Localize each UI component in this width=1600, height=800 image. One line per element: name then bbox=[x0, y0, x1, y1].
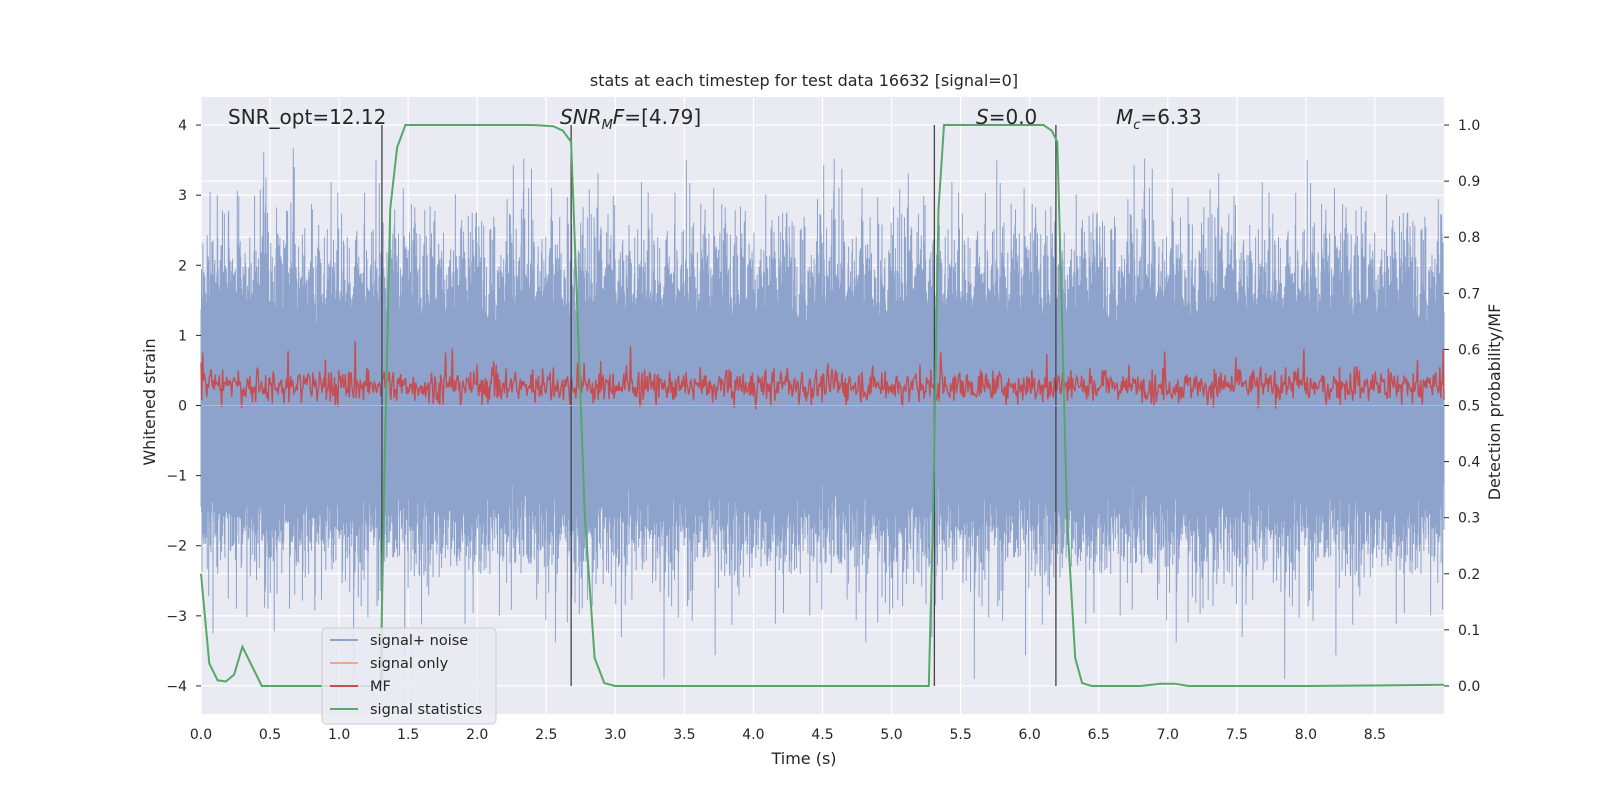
x-tick-label: 7.0 bbox=[1157, 727, 1179, 743]
x-tick-label: 2.0 bbox=[466, 727, 488, 743]
y-tick-label-right: 0.1 bbox=[1458, 623, 1480, 639]
x-tick-label: 7.5 bbox=[1226, 727, 1248, 743]
annotation-snr-opt: SNR_opt=12.12 bbox=[228, 105, 386, 129]
x-tick-label: 1.5 bbox=[397, 727, 419, 743]
y-tick-label-right: 0.9 bbox=[1458, 174, 1480, 190]
y-tick-label-right: 0.2 bbox=[1458, 567, 1480, 583]
y-tick-label-left: −3 bbox=[166, 609, 187, 625]
x-tick-label: 4.5 bbox=[811, 727, 833, 743]
x-tick-label: 8.5 bbox=[1364, 727, 1386, 743]
legend: signal+ noise signal only MF signal statist… bbox=[321, 627, 497, 725]
legend-entry: MF bbox=[370, 679, 391, 695]
x-tick-label: 6.0 bbox=[1019, 727, 1041, 743]
annotation-snr-mf-value: [4.79] bbox=[641, 105, 701, 129]
x-tick-label: 3.5 bbox=[673, 727, 695, 743]
y-axis-label-left: Whitened strain bbox=[140, 338, 159, 465]
plot-content bbox=[200, 124, 1445, 687]
y-tick-label-left: 3 bbox=[178, 188, 187, 204]
x-tick-label: 0.0 bbox=[190, 727, 212, 743]
annotation-mc: Mc=6.33 bbox=[1116, 105, 1202, 133]
y-tick-label-left: 2 bbox=[178, 258, 187, 274]
y-tick-label-left: 1 bbox=[178, 328, 187, 344]
x-tick-label: 5.5 bbox=[949, 727, 971, 743]
y-tick-label-right: 0.3 bbox=[1458, 511, 1480, 527]
x-tick-label: 6.5 bbox=[1088, 727, 1110, 743]
chart-title: stats at each timestep for test data 166… bbox=[590, 71, 1018, 90]
legend-entry: signal only bbox=[370, 656, 449, 672]
series-signal-statistics bbox=[200, 124, 1445, 687]
x-tick-label: 4.0 bbox=[742, 727, 764, 743]
x-tick-label: 5.0 bbox=[880, 727, 902, 743]
legend-entry: signal+ noise bbox=[370, 633, 468, 649]
series-mf bbox=[200, 341, 1445, 410]
y-tick-label-right: 0.8 bbox=[1458, 230, 1480, 246]
x-tick-label: 0.5 bbox=[259, 727, 281, 743]
annotation-mc-value: 6.33 bbox=[1157, 105, 1202, 129]
y-tick-label-right: 0.4 bbox=[1458, 455, 1480, 471]
x-axis-label: Time (s) bbox=[770, 749, 836, 768]
y-tick-label-right: 1.0 bbox=[1458, 118, 1480, 134]
legend-entry: signal statistics bbox=[370, 702, 482, 718]
legend-box bbox=[321, 627, 497, 725]
y-axis-label-right: Detection probability/MF bbox=[1485, 304, 1504, 501]
x-tick-label: 3.0 bbox=[604, 727, 626, 743]
y-tick-label-left: 4 bbox=[178, 118, 187, 134]
x-tick-label: 1.0 bbox=[328, 727, 350, 743]
y-tick-label-right: 0.0 bbox=[1458, 679, 1480, 695]
annotation-s: S=0.0 bbox=[976, 105, 1037, 129]
annotation-s-value: 0.0 bbox=[1005, 105, 1037, 129]
ticks: 0.0 0.5 1.0 1.5 2.0 2.5 3.0 3.5 4.0 4.5 5.0 5.5 6.0 6… bbox=[166, 118, 1480, 743]
x-tick-label: 2.5 bbox=[535, 727, 557, 743]
y-tick-label-left: −1 bbox=[166, 469, 187, 485]
y-tick-label-right: 0.7 bbox=[1458, 286, 1480, 302]
annotation-snr-mf: SNRMF=[4.79] bbox=[560, 105, 701, 133]
x-tick-label: 8.0 bbox=[1295, 727, 1317, 743]
y-tick-label-right: 0.5 bbox=[1458, 399, 1480, 415]
y-tick-label-left: −2 bbox=[166, 539, 187, 555]
y-tick-label-left: −4 bbox=[166, 679, 187, 695]
y-tick-label-left: 0 bbox=[178, 399, 187, 415]
y-tick-label-right: 0.6 bbox=[1458, 342, 1480, 358]
